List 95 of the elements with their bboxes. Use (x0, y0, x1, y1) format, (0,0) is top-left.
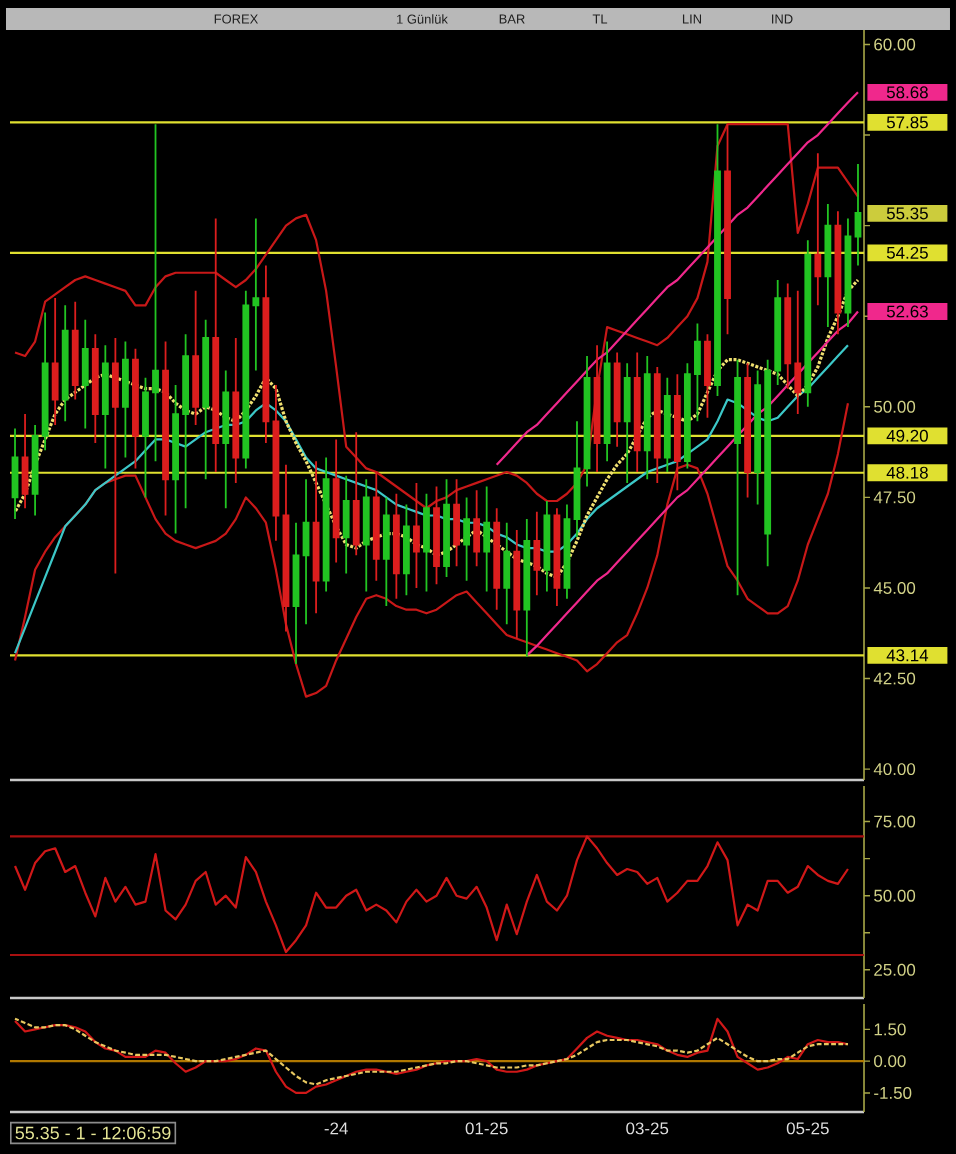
candlestick (352, 431, 360, 557)
line-series (13, 835, 850, 954)
candlestick (61, 304, 69, 423)
candlestick (262, 264, 270, 444)
candlestick (51, 297, 59, 426)
candlestick (322, 456, 330, 593)
candlestick (633, 351, 641, 473)
candlestick (443, 478, 450, 578)
y-tick-label: 1.50 (874, 1023, 906, 1036)
candlestick (162, 340, 169, 517)
candlestick (122, 340, 129, 459)
candlestick (312, 460, 320, 615)
candlestick (132, 347, 139, 470)
candlestick (854, 163, 862, 267)
x-tick-label: 05-25 (786, 1122, 829, 1135)
candlestick (704, 333, 711, 419)
ref-line-label: 57.85 (886, 116, 928, 129)
y-tick-label: 50.00 (874, 400, 916, 413)
candlestick (714, 123, 721, 397)
candlestick (513, 529, 521, 640)
ref-line-label: 43.14 (886, 649, 929, 662)
text: 55.35 - 1 - 12:06:59 (15, 1126, 171, 1140)
candlestick (342, 474, 350, 575)
candlestick (663, 376, 671, 473)
candlestick (623, 362, 631, 484)
y-tick-label: 42.50 (873, 672, 916, 685)
candlestick (593, 344, 601, 473)
candlestick (643, 355, 651, 481)
candlestick (192, 289, 200, 426)
y-tick-label: 60.00 (874, 38, 916, 51)
candlestick (382, 496, 390, 607)
data-label: 52.63 (886, 305, 928, 318)
candlestick (493, 507, 501, 611)
candlestick (483, 485, 491, 593)
candlestick (392, 492, 400, 600)
candlestick (463, 496, 471, 582)
y-tick-label: -1.50 (874, 1086, 912, 1099)
candlestick (724, 123, 731, 336)
candlestick (653, 366, 661, 484)
candlestick (503, 521, 511, 626)
candlestick (533, 510, 541, 597)
y-tick-label: 40.00 (873, 763, 916, 776)
y-tick-label: 47.50 (873, 491, 916, 504)
candlestick (91, 333, 99, 444)
candlestick (473, 489, 481, 568)
line-series (13, 278, 860, 579)
line-series (13, 402, 850, 698)
ref-line-label: 54.25 (886, 246, 928, 259)
candlestick (372, 471, 380, 582)
y-tick-label: 50.00 (874, 889, 916, 902)
ref-line-label: 49.20 (886, 429, 928, 442)
candlestick (222, 369, 230, 510)
candlestick (81, 318, 89, 430)
candlestick (11, 427, 19, 521)
candlestick (362, 478, 370, 593)
x-tick-label: 01-25 (465, 1122, 508, 1135)
text: 55.35 (886, 207, 928, 220)
y-tick-label: 0.00 (874, 1055, 906, 1068)
candlestick (824, 203, 832, 328)
candlestick (402, 503, 410, 597)
candlestick (573, 420, 581, 539)
y-tick-label: 45.00 (873, 581, 916, 594)
candlestick (71, 300, 79, 401)
candlestick (282, 463, 290, 633)
candlestick (302, 478, 310, 626)
candlestick (814, 152, 822, 307)
x-tick-label: -24 (324, 1122, 348, 1135)
candlestick (423, 492, 430, 593)
candlestick (453, 478, 460, 568)
candlestick (41, 311, 49, 452)
candlestick (101, 344, 109, 470)
candlestick (413, 481, 420, 589)
data-label: 58.68 (886, 86, 928, 99)
candlestick (603, 340, 611, 463)
candlestick (232, 337, 240, 484)
candlestick (523, 518, 531, 658)
candlestick (734, 358, 741, 597)
x-tick-label: 03-25 (626, 1122, 669, 1135)
candlestick (332, 438, 340, 564)
line-series (525, 310, 860, 657)
candlestick (673, 373, 681, 492)
candlestick (202, 318, 210, 481)
y-tick-label: 75.00 (874, 815, 916, 828)
candlestick (543, 500, 551, 593)
candlestick (111, 337, 119, 575)
candlestick (613, 351, 621, 448)
candlestick (212, 217, 220, 473)
candlestick (21, 413, 29, 510)
line-series (495, 91, 860, 466)
y-tick-label: 25.00 (874, 963, 916, 976)
candlestick (433, 485, 440, 586)
candlestick (292, 521, 300, 665)
candlestick (804, 239, 812, 408)
candlestick (744, 362, 751, 499)
ref-line-label: 48.18 (886, 466, 928, 479)
